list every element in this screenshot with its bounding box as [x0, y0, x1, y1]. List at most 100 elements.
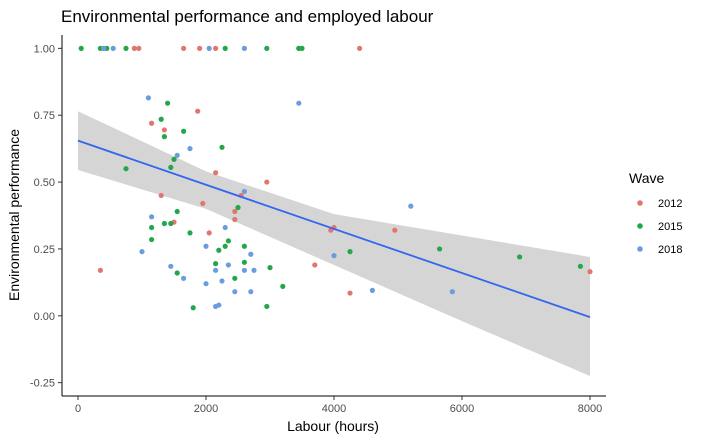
point-2015	[78, 45, 84, 51]
legend-key-2012	[637, 200, 643, 206]
point-2012	[232, 208, 238, 215]
point-2012	[131, 45, 137, 51]
point-2012	[232, 216, 238, 223]
point-2015	[216, 247, 222, 253]
legend-label-2015: 2015	[658, 221, 682, 233]
y-tick-label: 0.00	[34, 311, 55, 323]
point-2015	[165, 100, 171, 106]
point-2012	[181, 45, 187, 51]
point-2015	[187, 230, 193, 236]
point-2018	[296, 100, 302, 106]
point-2015	[174, 208, 180, 215]
point-2012	[213, 45, 219, 51]
point-2018	[248, 251, 254, 257]
y-tick-label: 0.75	[34, 110, 55, 122]
point-2018	[168, 263, 174, 269]
x-tick-label: 6000	[450, 403, 474, 415]
point-2018	[187, 146, 193, 152]
point-2012	[357, 45, 363, 51]
point-2018	[241, 267, 247, 273]
legend-label-2012: 2012	[658, 198, 682, 210]
plot-area	[77, 45, 593, 376]
point-2015	[149, 224, 155, 231]
point-2015	[437, 246, 443, 252]
point-2015	[168, 164, 174, 170]
y-tick-label: 0.50	[34, 177, 55, 189]
point-2015	[241, 243, 247, 249]
point-2015	[264, 303, 270, 310]
point-2015	[577, 263, 584, 269]
x-tick-label: 2000	[194, 403, 218, 415]
point-2015	[280, 283, 286, 289]
point-2015	[190, 305, 196, 311]
point-2012	[347, 290, 353, 296]
point-2015	[241, 259, 247, 265]
chart-title: Environmental performance and employed l…	[61, 7, 434, 26]
point-2015	[174, 270, 180, 276]
point-2018	[203, 281, 209, 287]
point-2015	[222, 45, 228, 51]
trend-line	[77, 139, 591, 318]
point-2012	[97, 267, 103, 273]
point-2018	[206, 45, 212, 51]
point-2015	[219, 144, 225, 150]
point-2012	[136, 45, 142, 51]
point-2012	[392, 227, 398, 233]
point-2018	[225, 262, 231, 268]
x-axis-title: Labour (hours)	[287, 418, 379, 434]
point-2012	[587, 269, 593, 275]
x-tick-label: 8000	[578, 403, 602, 415]
y-tick-label: -0.25	[30, 378, 55, 390]
point-2012	[158, 192, 164, 199]
point-2012	[213, 170, 219, 176]
point-2015	[171, 156, 177, 162]
y-tick-label: 0.25	[34, 244, 55, 256]
point-2015	[161, 134, 167, 140]
point-2018	[408, 203, 414, 209]
point-2018	[251, 267, 257, 273]
point-2018	[219, 278, 225, 284]
point-2018	[369, 287, 375, 293]
point-2012	[149, 120, 155, 126]
point-2018	[248, 289, 254, 295]
point-2012	[195, 108, 201, 114]
point-2015	[517, 254, 523, 260]
x-tick-label: 0	[75, 403, 81, 415]
legend-title: Wave	[629, 170, 664, 186]
point-2018	[145, 95, 151, 101]
point-2018	[174, 152, 180, 158]
point-2015	[123, 45, 129, 51]
point-2018	[331, 253, 337, 259]
point-2012	[200, 200, 206, 207]
point-2012	[161, 127, 167, 133]
point-2015	[123, 166, 129, 172]
legend-key-2015	[637, 223, 643, 229]
y-tick-label: 1.00	[34, 43, 55, 55]
point-2018	[232, 289, 238, 295]
point-2015	[181, 128, 187, 134]
point-2015	[161, 220, 167, 227]
legend: Wave 2012 2015 2018	[629, 170, 682, 256]
point-2018	[241, 188, 247, 195]
point-2015	[235, 204, 241, 211]
x-tick-label: 4000	[322, 403, 346, 415]
legend-label-2018: 2018	[658, 244, 682, 256]
point-2012	[312, 262, 318, 268]
point-2015	[158, 116, 164, 122]
point-2018	[139, 249, 145, 255]
point-2018	[216, 302, 222, 308]
confidence-band	[78, 111, 590, 376]
point-2018	[241, 45, 247, 51]
point-2015	[232, 275, 238, 281]
point-2012	[197, 45, 203, 51]
point-2018	[110, 45, 116, 51]
point-2012	[206, 230, 212, 236]
point-2018	[213, 267, 219, 273]
point-2015	[168, 220, 174, 227]
point-2015	[222, 243, 228, 249]
point-2018	[149, 214, 155, 220]
point-2015	[299, 45, 305, 51]
y-axis-title: Environmental performance	[6, 129, 22, 301]
point-2015	[149, 236, 155, 243]
